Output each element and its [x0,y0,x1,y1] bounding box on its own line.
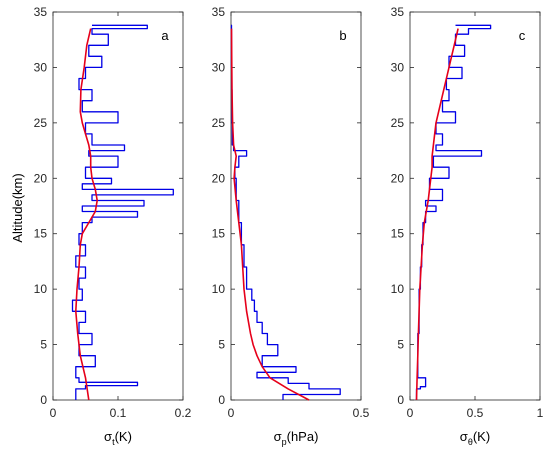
y-tick-label: 20 [212,171,226,185]
y-tick-label: 35 [34,5,48,19]
y-tick-label: 5 [397,338,404,352]
y-tick-label: 0 [397,393,404,407]
raw-profile-line [71,24,174,400]
raw-profile-line [415,24,492,400]
y-tick-label: 35 [391,5,405,19]
y-tick-label: 20 [391,171,405,185]
x-axis-label: σt(K) [104,429,132,447]
y-tick-label: 10 [212,282,226,296]
panel-letter: b [339,28,346,43]
y-tick-label: 30 [34,60,48,74]
panel-b: 0 5 10 15 20 25 30 35 0 0.5 b σp(hPa) [212,5,370,447]
y-tick-label: 15 [212,227,226,241]
y-tick-label: 15 [34,227,48,241]
panel-letter: a [161,28,169,43]
y-tick-label: 5 [218,338,225,352]
smoothed-profile-line [415,28,459,401]
x-tick-label: 0 [407,406,414,420]
axes-box [230,11,362,401]
y-axis-label: Altitude(km) [10,173,25,242]
panel-letter: c [519,28,526,43]
y-tick-label: 10 [34,282,48,296]
smoothed-profile-line [230,28,310,401]
panel-c: 0 5 10 15 20 25 30 35 0 0.5 1 c σθ(K) [391,5,544,447]
y-tick-label: 35 [212,5,226,19]
y-tick-label: 25 [34,116,48,130]
x-tick-label: 0 [50,406,57,420]
x-tick-label: 0.2 [175,406,192,420]
y-tick-label: 15 [391,227,405,241]
x-tick-label: 0 [228,406,235,420]
panel-a: 0 5 10 15 20 25 30 35 0 0.1 0.2 a σt(K) [34,5,192,447]
y-tick-label: 5 [40,338,47,352]
x-tick-label: 0.5 [467,406,484,420]
y-tick-label: 10 [391,282,405,296]
x-axis-label: σθ(K) [460,429,490,447]
raw-profile-line [230,24,341,400]
x-axis-label: σp(hPa) [274,429,319,447]
x-tick-label: 0.5 [353,406,370,420]
y-tick-label: 30 [391,60,405,74]
x-tick-label: 0.1 [110,406,127,420]
y-tick-label: 25 [212,116,226,130]
x-tick-label: 1 [537,406,544,420]
y-tick-label: 20 [34,171,48,185]
y-tick-label: 0 [40,393,47,407]
y-tick-label: 25 [391,116,405,130]
y-tick-label: 0 [218,393,225,407]
y-tick-label: 30 [212,60,226,74]
smoothed-profile-line [75,28,98,401]
